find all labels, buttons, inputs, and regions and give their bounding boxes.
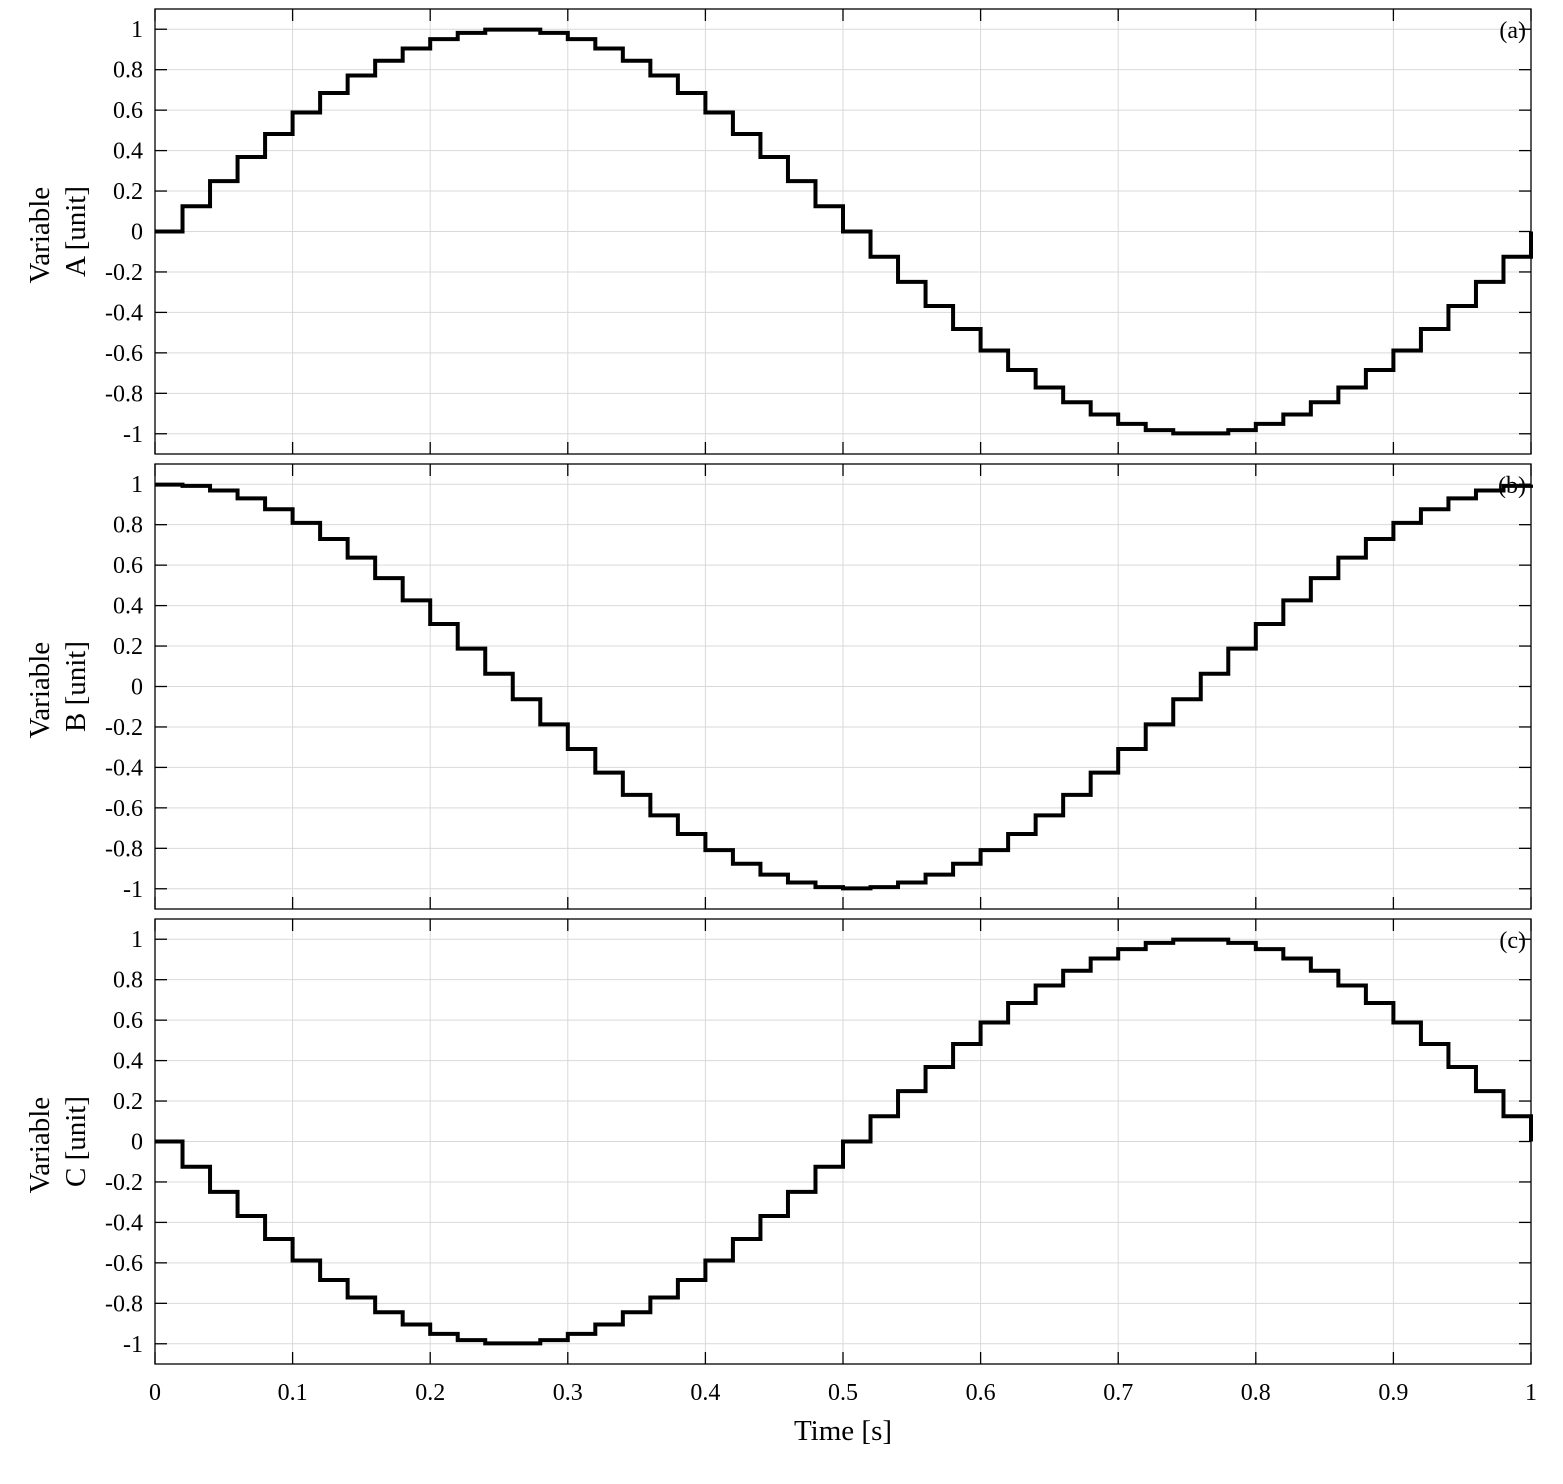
y-tick-label-c-0: 1	[131, 927, 143, 953]
y-tick-label-b-4: 0.2	[113, 634, 143, 660]
y-tick-labels-c: 1 0.8 0.6 0.4 0.2 0 -0.2 -0.4 -0.6 -0.8 -1	[105, 927, 143, 1358]
x-tick-label-0: 0	[149, 1380, 161, 1406]
y-tick-label-c-3: 0.4	[113, 1049, 143, 1075]
y-tick-label-a-5: 0	[131, 220, 143, 246]
x-tick-label-2: 0.2	[415, 1380, 445, 1406]
y-axis-title-b: Variable B [unit]	[24, 635, 92, 739]
y-axis-title-b-line2: B [unit]	[60, 641, 92, 732]
y-axis-title-b-line1: Variable	[24, 642, 56, 739]
y-tick-label-b-2: 0.6	[113, 553, 143, 579]
x-tick-label-3: 0.3	[553, 1380, 583, 1406]
y-tick-label-b-1: 0.8	[113, 513, 143, 539]
y-tick-label-c-10: -1	[123, 1332, 143, 1358]
y-tick-label-a-7: -0.4	[105, 300, 143, 326]
y-tick-label-a-10: -1	[123, 422, 143, 448]
y-tick-label-c-9: -0.8	[105, 1291, 143, 1317]
panel-label-c: (c)	[1499, 928, 1526, 954]
plot-frame-a	[154, 8, 1532, 455]
x-tick-label-6: 0.6	[966, 1380, 996, 1406]
y-tick-label-b-0: 1	[131, 472, 143, 498]
y-tick-label-a-8: -0.6	[105, 341, 143, 367]
x-tick-label-5: 0.5	[828, 1380, 858, 1406]
y-axis-title-c-line2: C [unit]	[60, 1096, 92, 1187]
plot-frame-b	[154, 463, 1532, 910]
y-tick-label-a-1: 0.8	[113, 58, 143, 84]
plot-frame-c	[154, 918, 1532, 1365]
y-tick-label-a-3: 0.4	[113, 139, 143, 165]
y-tick-label-c-8: -0.6	[105, 1251, 143, 1277]
y-tick-label-a-9: -0.8	[105, 381, 143, 407]
ticks-b	[154, 464, 1532, 909]
y-tick-label-b-9: -0.8	[105, 836, 143, 862]
y-tick-label-a-6: -0.2	[105, 260, 143, 286]
y-tick-label-c-4: 0.2	[113, 1089, 143, 1115]
y-tick-label-a-2: 0.6	[113, 98, 143, 124]
x-tick-label-7: 0.7	[1103, 1380, 1133, 1406]
panel-c: 1 0.8 0.6 0.4 0.2 0 -0.2 -0.4 -0.6 -0.8 -1 (c) Var…	[24, 918, 1533, 1365]
series-c-line	[155, 937, 1533, 1346]
panel-a: 1 0.8 0.6 0.4 0.2 0 -0.2 -0.4 -0.6 -0.8 -1 (a) Var…	[24, 8, 1533, 455]
y-axis-title-a: Variable A [unit]	[24, 180, 92, 284]
panel-label-a: (a)	[1499, 18, 1526, 44]
y-tick-label-b-10: -1	[123, 877, 143, 903]
grid-b	[154, 464, 1532, 909]
panel-label-b: (b)	[1498, 473, 1526, 499]
y-tick-label-b-5: 0	[131, 675, 143, 701]
y-tick-label-c-7: -0.4	[105, 1210, 143, 1236]
y-tick-label-b-6: -0.2	[105, 715, 143, 741]
series-a-line	[155, 27, 1533, 436]
y-tick-labels-b: 1 0.8 0.6 0.4 0.2 0 -0.2 -0.4 -0.6 -0.8 -1	[105, 472, 143, 903]
y-tick-label-c-6: -0.2	[105, 1170, 143, 1196]
y-tick-label-b-3: 0.4	[113, 594, 143, 620]
y-axis-title-c: Variable C [unit]	[24, 1090, 92, 1194]
x-tick-label-8: 0.8	[1241, 1380, 1271, 1406]
y-tick-label-a-0: 1	[131, 17, 143, 43]
x-tick-labels: 0 0.1 0.2 0.3 0.4 0.5 0.6 0.7 0.8 0.9 1	[149, 1380, 1537, 1406]
y-tick-label-c-5: 0	[131, 1130, 143, 1156]
y-tick-label-b-7: -0.4	[105, 755, 143, 781]
x-tick-label-9: 0.9	[1378, 1380, 1408, 1406]
y-axis-title-a-line2: A [unit]	[60, 186, 92, 277]
y-tick-labels-a: 1 0.8 0.6 0.4 0.2 0 -0.2 -0.4 -0.6 -0.8 -1	[105, 17, 143, 448]
y-axis-title-a-line1: Variable	[24, 187, 56, 284]
y-tick-label-a-4: 0.2	[113, 179, 143, 205]
y-tick-label-b-8: -0.6	[105, 796, 143, 822]
panel-b: 1 0.8 0.6 0.4 0.2 0 -0.2 -0.4 -0.6 -0.8 -1 (b) Var…	[24, 463, 1533, 910]
x-tick-label-4: 0.4	[690, 1380, 720, 1406]
y-tick-label-c-2: 0.6	[113, 1008, 143, 1034]
x-tick-label-10: 1	[1525, 1380, 1537, 1406]
ticks-c	[154, 919, 1532, 1364]
y-axis-title-c-line1: Variable	[24, 1097, 56, 1194]
x-axis-title: Time [s]	[794, 1415, 892, 1447]
series-b-line	[155, 482, 1533, 891]
y-tick-label-c-1: 0.8	[113, 968, 143, 994]
x-tick-label-1: 0.1	[278, 1380, 308, 1406]
